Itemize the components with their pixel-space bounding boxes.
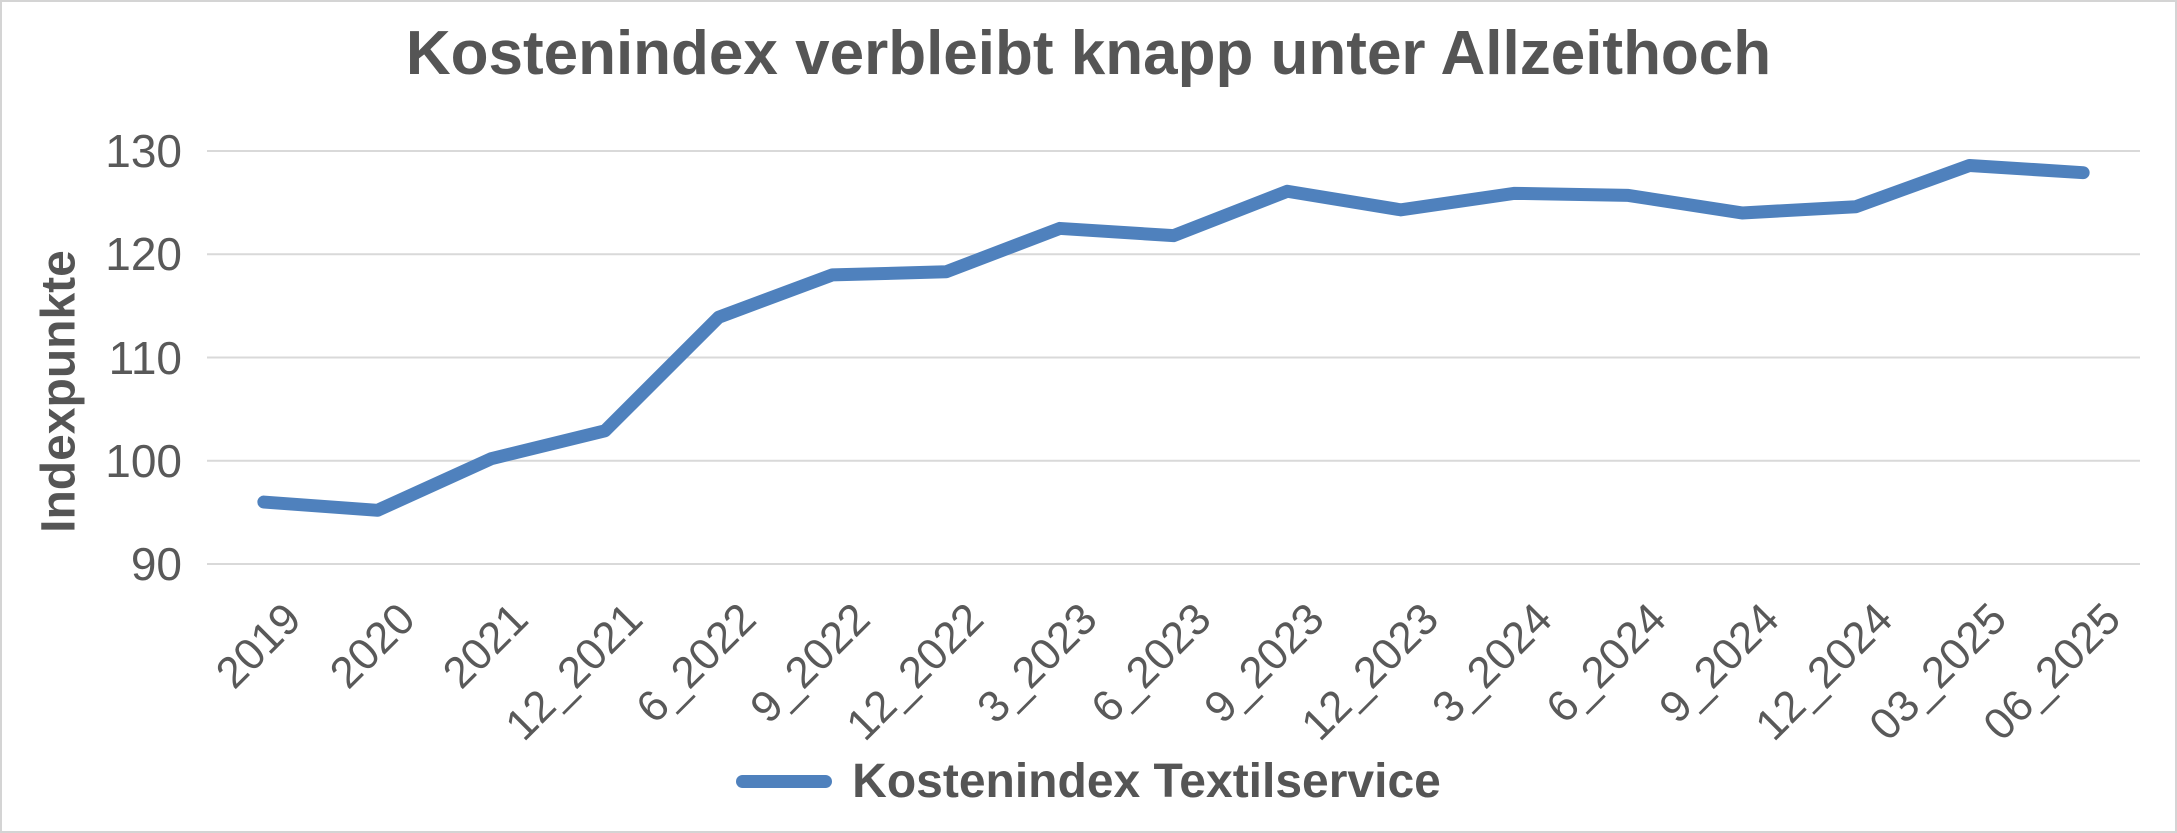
y-tick-label: 120 <box>105 228 182 281</box>
y-tick-label: 130 <box>105 125 182 177</box>
gridlines <box>207 150 2140 565</box>
legend-label: Kostenindex Textilservice <box>852 755 1441 808</box>
legend: Kostenindex Textilservice <box>2 754 2175 809</box>
y-tick-label: 100 <box>105 434 182 487</box>
series-line <box>257 158 2090 517</box>
legend-line-swatch <box>736 775 833 788</box>
line-series <box>257 158 2090 517</box>
chart-title: Kostenindex verbleibt knapp unter Allzei… <box>405 19 1772 88</box>
y-tick-label: 90 <box>130 538 182 590</box>
y-tick-label: 110 <box>108 331 182 384</box>
